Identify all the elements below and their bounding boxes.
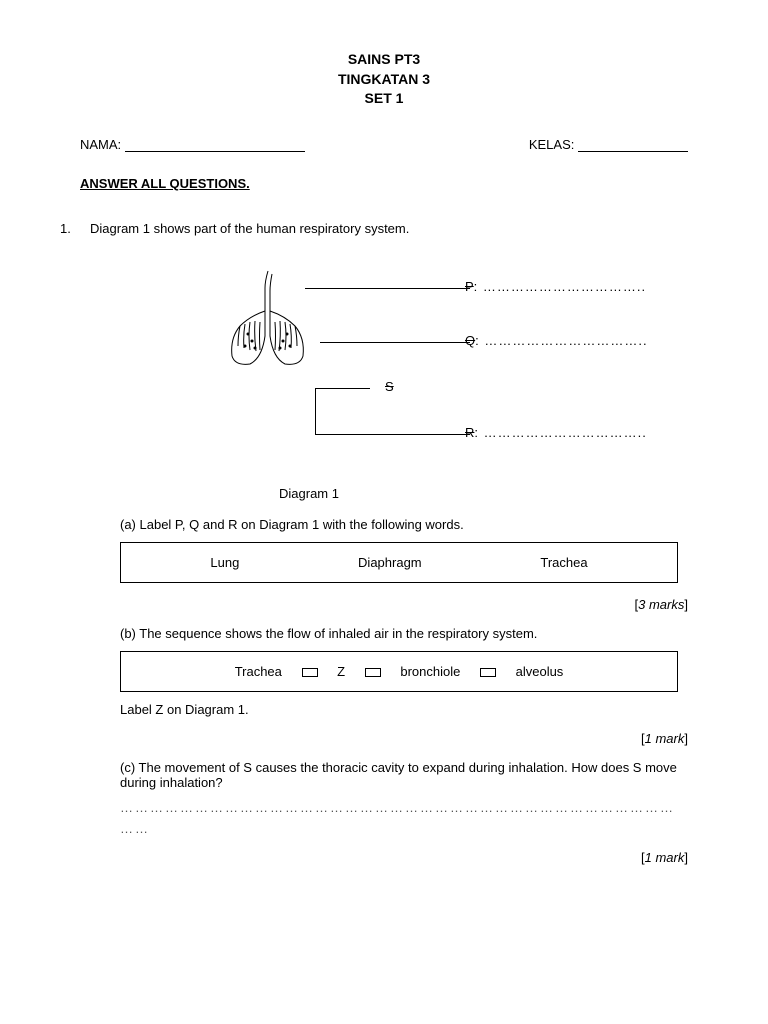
label-r: R: …………………………….. — [465, 425, 647, 440]
word-diaphragm: Diaphragm — [358, 555, 422, 570]
respiratory-system-icon — [210, 266, 330, 376]
question-number: 1. — [60, 221, 90, 879]
marks-a: [3 marks] — [90, 597, 688, 612]
sub-a-text: (a) Label P, Q and R on Diagram 1 with t… — [120, 517, 688, 532]
leader-p — [305, 288, 470, 290]
label-q: Q: …………………………….. — [465, 333, 648, 348]
flow-trachea: Trachea — [235, 664, 282, 679]
sub-c-text: (c) The movement of S causes the thoraci… — [120, 760, 688, 790]
name-label: NAMA: — [80, 137, 121, 152]
flow-alveolus: alveolus — [516, 664, 564, 679]
flow-z: Z — [337, 664, 345, 679]
label-p: P: …………………………….. — [465, 279, 646, 294]
leader-q — [320, 342, 470, 344]
leader-s — [315, 388, 370, 390]
subquestion-a: (a) Label P, Q and R on Diagram 1 with t… — [120, 517, 688, 583]
name-blank — [125, 137, 305, 152]
name-field: NAMA: — [80, 137, 305, 152]
info-row: NAMA: KELAS: — [60, 137, 708, 152]
header-line1: SAINS PT3 — [60, 50, 708, 70]
subquestion-b: (b) The sequence shows the flow of inhal… — [120, 626, 688, 717]
document-header: SAINS PT3 TINGKATAN 3 SET 1 — [60, 50, 708, 109]
subquestion-c: (c) The movement of S causes the thoraci… — [120, 760, 688, 836]
leader-r-v — [315, 388, 317, 434]
arrow-icon — [365, 668, 381, 677]
class-field: KELAS: — [529, 137, 688, 152]
marks-b: [1 mark] — [90, 731, 688, 746]
flow-bronchiole: bronchiole — [400, 664, 460, 679]
answer-line-1: ………………………………………………………………………………………………… — [120, 800, 688, 815]
class-blank — [578, 137, 688, 152]
question-1: 1. Diagram 1 shows part of the human res… — [60, 221, 708, 879]
word-lung: Lung — [210, 555, 239, 570]
marks-c: [1 mark] — [90, 850, 688, 865]
word-trachea: Trachea — [540, 555, 587, 570]
sub-b-text: (b) The sequence shows the flow of inhal… — [120, 626, 688, 641]
diagram-caption: Diagram 1 — [90, 486, 708, 501]
sub-b-instruction: Label Z on Diagram 1. — [120, 702, 688, 717]
class-label: KELAS: — [529, 137, 575, 152]
answer-line-2: …… — [120, 821, 688, 836]
arrow-icon — [480, 668, 496, 677]
question-stem: Diagram 1 shows part of the human respir… — [90, 221, 708, 236]
instruction: ANSWER ALL QUESTIONS. — [80, 176, 688, 191]
diagram-1: P: …………………………….. Q: …………………………….. S R: …… — [130, 256, 708, 476]
arrow-icon — [302, 668, 318, 677]
flow-sequence: Trachea Z bronchiole alveolus — [120, 651, 678, 692]
header-line2: TINGKATAN 3 — [60, 70, 708, 90]
header-line3: SET 1 — [60, 89, 708, 109]
leader-r — [315, 434, 470, 436]
label-s: S — [385, 379, 394, 394]
word-bank: Lung Diaphragm Trachea — [120, 542, 678, 583]
